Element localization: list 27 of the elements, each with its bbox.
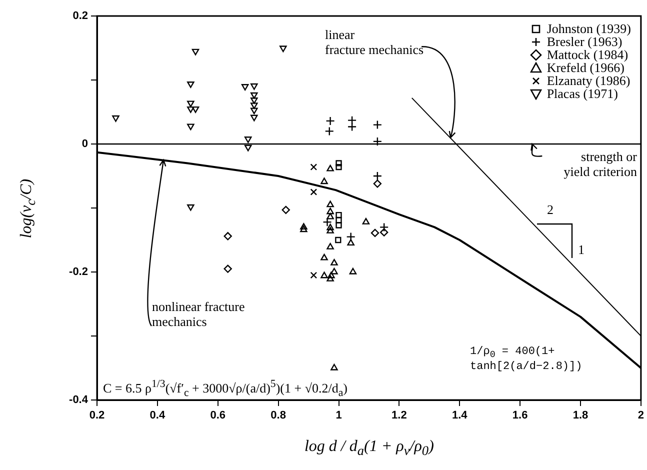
- x-tick-label: 1.6: [512, 410, 528, 422]
- y-tick-label: 0.2: [72, 10, 88, 22]
- legend-label: Krefeld (1966): [546, 60, 624, 75]
- x-tick-label: 0.6: [210, 410, 226, 422]
- annotation: strength or yield criterion: [564, 149, 637, 180]
- y-tick-label: -0.4: [69, 394, 89, 406]
- x-tick-label: 0.8: [270, 410, 286, 422]
- annotation: 1: [578, 242, 584, 258]
- legend-label: Elzanaty (1986): [546, 73, 630, 88]
- x-tick-label: 1.2: [392, 410, 407, 422]
- text: C = 6.5 ρ$^{1/3}$(√f′$_{c}$ + 3000√ρ/(a/d)$^{5}$)(1 + √0.2/d$_{a}$): [103, 378, 348, 399]
- x-tick-label: 1: [336, 410, 342, 422]
- x-tick-label: 2: [638, 410, 644, 422]
- x-tick-label: 0.4: [150, 410, 166, 422]
- x-tick-label: 1.8: [572, 410, 588, 422]
- y-tick-label: -0.2: [69, 266, 88, 278]
- x-tick-label: 0.2: [89, 410, 105, 422]
- legend-label: Johnston (1939): [546, 21, 631, 36]
- annotation: 1/ρ$_{0}$ = 400(1+ tanh[2(a/d−2.8)]): [470, 346, 582, 374]
- annotation: nonlinear fracture mechanics: [152, 299, 245, 330]
- legend-label: Bresler (1963): [546, 34, 622, 49]
- legend-label: Mattock (1984): [546, 47, 628, 62]
- x-tick-label: 1.4: [452, 410, 468, 422]
- y-tick-label: 0: [82, 138, 88, 150]
- annotation: linear fracture mechanics: [325, 27, 424, 58]
- x-axis-title: log d / d$_{a}$(1 + ρ$_{v}$/ρ$_{0}$): [304, 438, 434, 460]
- annotation: 2: [547, 202, 554, 218]
